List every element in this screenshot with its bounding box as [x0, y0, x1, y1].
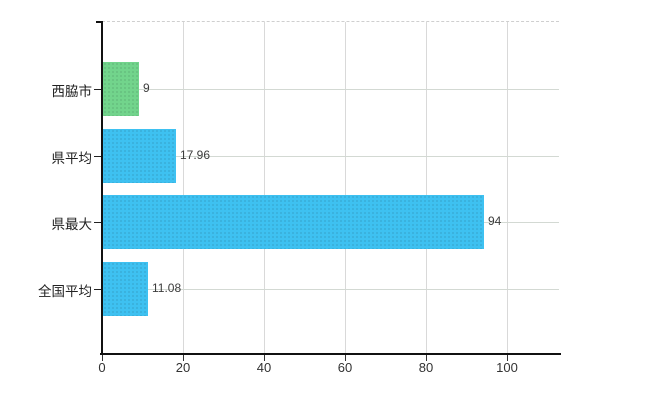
category-label: 県平均: [51, 150, 93, 166]
x-tick-mark: [102, 355, 103, 361]
vertical-gridline: [264, 22, 265, 354]
value-label: 94: [488, 214, 502, 228]
category-tick-mark: [94, 288, 101, 290]
vertical-gridline: [183, 22, 184, 354]
category-tick-mark: [94, 222, 101, 223]
x-tick-mark: [345, 355, 346, 361]
horizontal-gridline: [102, 155, 559, 157]
x-axis-line: [100, 353, 561, 355]
x-tick-mark: [183, 355, 184, 361]
x-tick-label: 100: [496, 360, 518, 375]
x-tick-mark: [264, 355, 265, 361]
bar-0: [103, 62, 139, 116]
vertical-gridline: [426, 22, 427, 354]
category-label: 県最大: [51, 217, 93, 232]
category-label: 西脇市: [51, 84, 93, 99]
x-tick-mark: [426, 355, 427, 361]
value-label: 11.08: [152, 280, 182, 295]
value-label: 17.96: [180, 147, 211, 162]
category-tick-mark: [94, 155, 101, 157]
x-tick-label: 0: [98, 360, 106, 375]
vertical-gridline: [507, 22, 508, 354]
x-tick-label: 20: [175, 360, 191, 375]
horizontal-gridline: [102, 288, 559, 290]
horizontal-gridline: [102, 89, 559, 90]
bar-2: [103, 195, 484, 249]
y-axis-line: [101, 21, 103, 355]
plot-top-gridline: [102, 21, 559, 22]
value-label: 9: [143, 81, 150, 95]
bar-1: [103, 128, 176, 183]
x-tick-label: 80: [418, 360, 434, 375]
x-tick-label: 60: [337, 360, 353, 375]
category-tick-mark: [94, 89, 101, 90]
x-tick-label: 40: [256, 360, 272, 375]
category-label: 全国平均: [38, 283, 92, 299]
x-tick-mark: [507, 355, 508, 361]
vertical-gridline: [345, 22, 346, 354]
bar-3: [103, 261, 148, 316]
y-axis-top-tick: [96, 21, 102, 23]
